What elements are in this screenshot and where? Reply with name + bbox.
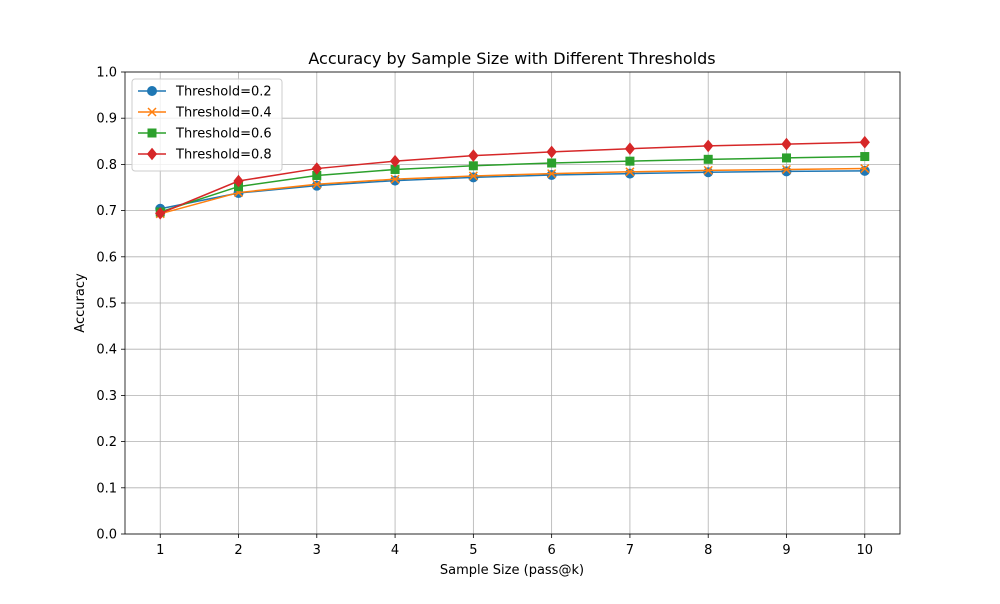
data-point-marker — [468, 171, 478, 181]
series-line — [159, 141, 865, 215]
data-point-marker — [625, 167, 635, 177]
legend-marker — [147, 86, 157, 96]
data-point-marker — [703, 165, 713, 175]
legend-item: Threshold=0.4 — [138, 106, 272, 121]
data-point-marker — [860, 152, 870, 162]
legend-label: Threshold=0.2 — [175, 85, 272, 100]
data-point-marker — [624, 168, 635, 179]
data-point-marker — [781, 137, 792, 151]
y-tick-label: 0.5 — [96, 297, 117, 312]
x-tick-label: 4 — [391, 543, 399, 558]
y-axis-label: Accuracy — [73, 273, 88, 333]
series-line — [160, 167, 865, 215]
x-tick-label: 3 — [313, 543, 321, 558]
x-tick-label: 8 — [704, 543, 712, 558]
legend-marker — [146, 147, 158, 161]
data-point-marker — [390, 175, 401, 186]
y-tick-label: 0.1 — [96, 481, 117, 496]
x-tick-label: 5 — [469, 543, 477, 558]
legend-marker — [147, 107, 157, 117]
data-point-marker — [390, 174, 400, 184]
data-point-marker — [625, 156, 635, 166]
series-line — [160, 170, 865, 210]
data-point-marker — [468, 161, 478, 171]
series-4 — [155, 135, 870, 220]
y-tick-label: 0.9 — [96, 112, 117, 127]
series-line — [159, 155, 865, 213]
legend-item: Threshold=0.8 — [138, 148, 272, 163]
y-tick-label: 0.0 — [96, 528, 117, 543]
legend: Threshold=0.2 Threshold=0.4 Threshold=0.6 T… — [131, 78, 283, 172]
data-point-marker — [546, 145, 557, 159]
series-group — [155, 135, 870, 220]
data-point-marker — [781, 153, 791, 163]
data-point-marker — [781, 164, 792, 175]
x-axis-label: Sample Size (pass@k) — [440, 563, 584, 578]
legend-item: Threshold=0.6 — [138, 127, 272, 142]
y-tick-label: 0.7 — [96, 204, 117, 219]
data-point-marker — [624, 142, 636, 155]
labels: Accuracy by Sample Size with Different T… — [73, 49, 716, 578]
y-tick-label: 0.2 — [96, 435, 117, 450]
legend-label: Threshold=0.8 — [175, 148, 272, 163]
data-point-marker — [860, 164, 870, 174]
data-point-marker — [389, 154, 401, 168]
data-point-marker — [155, 207, 166, 220]
x-tick-label: 2 — [234, 543, 242, 558]
y-tick-label: 0.3 — [96, 389, 117, 404]
chart-title: Accuracy by Sample Size with Different T… — [308, 49, 715, 68]
data-point-marker — [546, 170, 557, 181]
legend-box — [131, 78, 283, 172]
data-point-marker — [703, 154, 713, 164]
data-point-marker — [859, 135, 870, 149]
data-point-marker — [468, 172, 479, 183]
legend-item: Threshold=0.2 — [138, 85, 272, 100]
data-point-marker — [703, 167, 714, 178]
y-tick-label: 0.6 — [96, 250, 117, 265]
y-tick-label: 1.0 — [96, 66, 117, 81]
axes: 1 2 3 4 5 6 7 8 9 10 0.0 0.1 0.2 0.3 0.4 0.5 0.6 0.7 0.8 0.… — [96, 66, 901, 558]
x-tick-label: 1 — [156, 543, 164, 558]
data-point-marker — [468, 149, 479, 162]
legend-marker — [147, 128, 157, 138]
data-point-marker — [547, 169, 557, 179]
data-point-marker — [311, 180, 322, 191]
data-point-marker — [547, 158, 557, 168]
y-tick-label: 0.8 — [96, 158, 117, 173]
legend-label: Threshold=0.4 — [175, 106, 272, 121]
x-tick-label: 10 — [856, 543, 873, 558]
y-tick-label: 0.4 — [96, 343, 117, 358]
data-point-marker — [703, 139, 714, 153]
data-point-marker — [311, 162, 322, 175]
data-point-marker — [312, 179, 322, 189]
data-point-marker — [233, 174, 244, 188]
x-tick-label: 9 — [782, 543, 790, 558]
x-tick-label: 6 — [548, 543, 556, 558]
data-point-marker — [781, 166, 792, 177]
x-tick-label: 7 — [626, 543, 634, 558]
legend-label: Threshold=0.6 — [175, 127, 272, 142]
